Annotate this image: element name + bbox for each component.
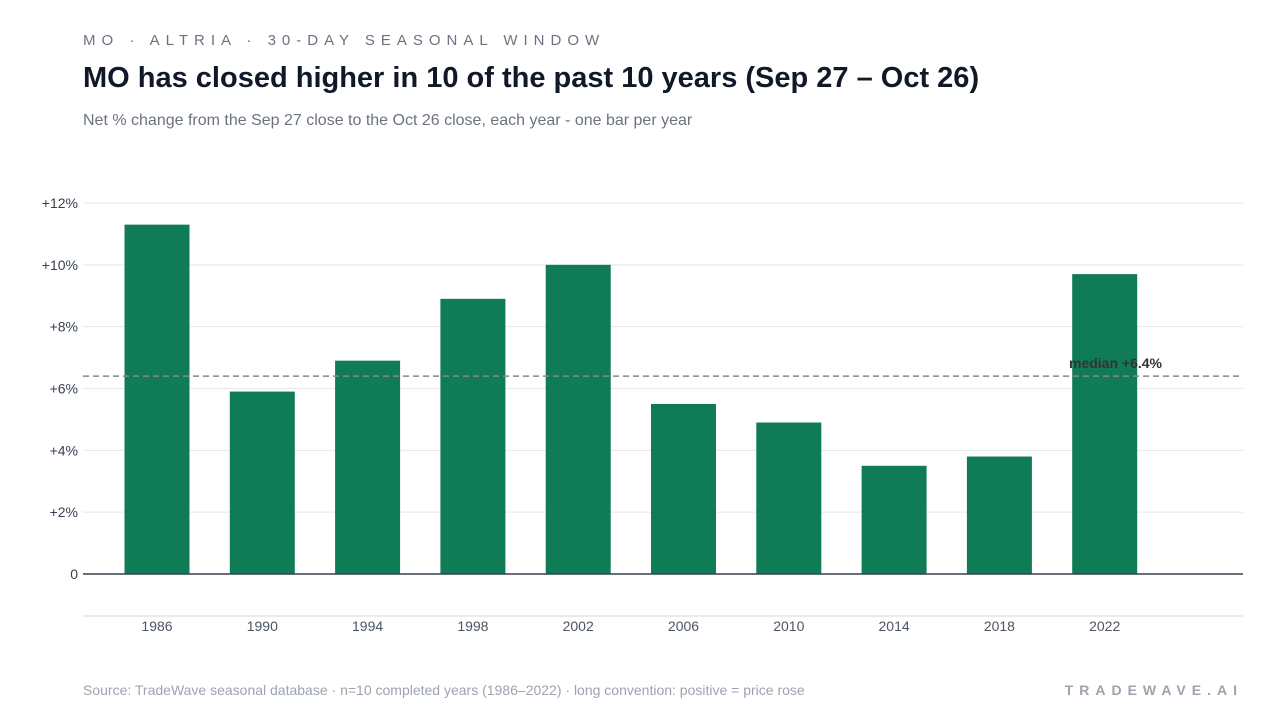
bar bbox=[966, 456, 1032, 574]
source-note: Source: TradeWave seasonal database · n=… bbox=[83, 682, 805, 698]
y-tick-label: +4% bbox=[50, 442, 78, 458]
x-tick-label: 1986 bbox=[141, 618, 172, 634]
bar bbox=[861, 465, 927, 574]
x-tick-label: 1990 bbox=[247, 618, 278, 634]
chart-subtitle: Net % change from the Sep 27 close to th… bbox=[83, 112, 693, 129]
x-tick-label: 2002 bbox=[563, 618, 594, 634]
y-tick-label: 0 bbox=[70, 566, 78, 582]
bar bbox=[651, 403, 716, 574]
bar bbox=[440, 298, 506, 574]
y-tick-label: +10% bbox=[42, 257, 78, 273]
bar bbox=[124, 224, 190, 574]
x-tick-label: 2006 bbox=[668, 618, 699, 634]
bar bbox=[1072, 274, 1138, 574]
y-tick-label: +6% bbox=[50, 381, 78, 397]
y-tick-label: +8% bbox=[50, 319, 78, 335]
bar bbox=[229, 391, 295, 574]
y-tick-label: +12% bbox=[42, 195, 78, 211]
bar bbox=[545, 264, 611, 574]
x-tick-label: 2022 bbox=[1089, 618, 1120, 634]
x-tick-label: 2010 bbox=[773, 618, 804, 634]
x-tick-label: 2014 bbox=[879, 618, 910, 634]
x-tick-label: 2018 bbox=[984, 618, 1015, 634]
chart-kicker: MO · ALTRIA · 30-DAY SEASONAL WINDOW bbox=[83, 32, 606, 49]
median-label: median +6.4% bbox=[1069, 355, 1163, 371]
x-tick-label: 1998 bbox=[457, 618, 488, 634]
y-tick-label: +2% bbox=[50, 504, 78, 520]
chart-title: MO has closed higher in 10 of the past 1… bbox=[83, 62, 980, 94]
brand-wordmark: TRADEWAVE.AI bbox=[1064, 682, 1243, 698]
x-tick-label: 1994 bbox=[352, 618, 383, 634]
bar bbox=[335, 360, 401, 574]
bar bbox=[756, 422, 822, 574]
